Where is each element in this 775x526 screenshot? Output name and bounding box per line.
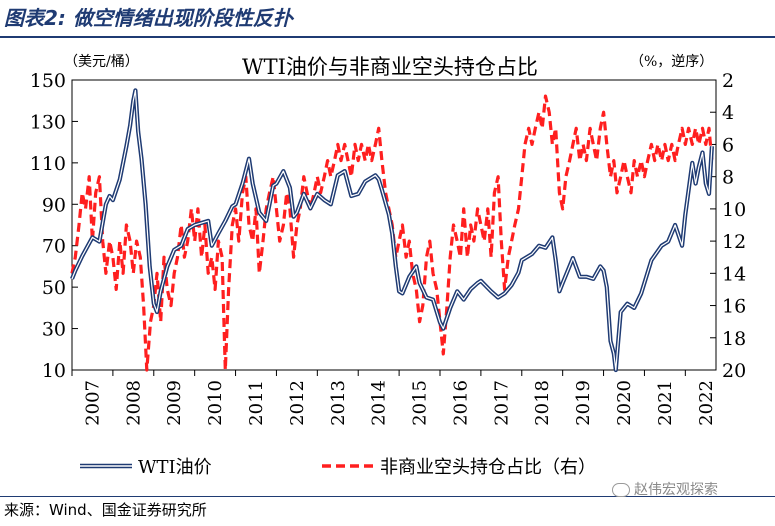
x-tick-label: 2017 xyxy=(491,380,512,426)
y-right-tick-label: 12 xyxy=(722,231,746,253)
x-tick-label: 2019 xyxy=(573,380,594,426)
y-right-tick-label: 6 xyxy=(722,134,734,156)
y-left-tick-label: 30 xyxy=(42,319,66,341)
y-right-tick-label: 16 xyxy=(722,296,746,318)
watermark: 赵伟宏观探索 xyxy=(612,482,718,498)
watermark-text: 赵伟宏观探索 xyxy=(634,482,718,498)
y-right-tick-label: 4 xyxy=(722,102,734,124)
y-right-tick-label: 20 xyxy=(722,360,746,382)
x-tick-label: 2020 xyxy=(614,380,635,426)
y-left-tick-label: 50 xyxy=(42,277,66,299)
y-left-tick-label: 130 xyxy=(30,111,66,133)
title-rule xyxy=(0,36,775,38)
y-right-tick-label: 2 xyxy=(722,70,734,92)
y-left-unit: （美元/桶） xyxy=(64,54,139,70)
y-left-tick-label: 90 xyxy=(42,194,66,216)
x-tick-label: 2014 xyxy=(369,380,390,426)
x-tick-label: 2022 xyxy=(696,380,717,426)
y-left-ticks: 10 30 50 70 90 110 130 150 xyxy=(30,70,78,382)
y-left-tick-label: 70 xyxy=(42,236,66,258)
x-tick-label: 2010 xyxy=(205,380,226,426)
wechat-icon xyxy=(612,483,630,497)
chart-title: WTI油价与非商业空头持仓占比 xyxy=(242,55,538,79)
x-tick-label: 2015 xyxy=(410,380,431,426)
legend-short-label: 非商业空头持仓占比（右） xyxy=(380,457,596,478)
y-right-unit: （%，逆序） xyxy=(630,54,713,70)
x-tick-label: 2018 xyxy=(532,380,553,426)
y-right-ticks: 2 4 6 8 10 12 14 16 18 20 xyxy=(710,70,746,382)
chart-frame xyxy=(71,79,717,371)
y-left-tick-label: 110 xyxy=(30,153,66,175)
y-left-tick-label: 150 xyxy=(30,70,66,92)
chart: WTI油价与非商业空头持仓占比 （美元/桶） （%，逆序） 10 30 50 70 90… xyxy=(30,54,746,478)
x-tick-label: 2008 xyxy=(123,380,144,426)
x-tick-label: 2013 xyxy=(328,380,349,426)
figure-title: 图表2: 做空情绪出现阶段性反扑 xyxy=(4,6,293,30)
series-wti-line-inner xyxy=(71,89,713,371)
plot-frame xyxy=(71,79,717,371)
x-ticks: 2007 2008 2009 2010 2011 2012 2013 2014 2015 2016… xyxy=(71,370,717,426)
y-right-tick-label: 14 xyxy=(722,263,746,285)
x-tick-label: 2007 xyxy=(82,380,103,426)
series-layer xyxy=(70,88,714,373)
legend: WTI油价 非商业空头持仓占比（右） xyxy=(80,457,596,478)
x-tick-label: 2009 xyxy=(164,380,185,426)
x-tick-label: 2012 xyxy=(287,380,308,426)
y-left-tick-label: 10 xyxy=(42,360,66,382)
x-tick-label: 2011 xyxy=(246,380,267,426)
x-tick-label: 2021 xyxy=(655,380,676,426)
y-right-tick-label: 18 xyxy=(722,328,746,350)
y-right-tick-label: 8 xyxy=(722,167,734,189)
source-note: 来源：Wind、国金证券研究所 xyxy=(4,501,207,519)
x-tick-label: 2016 xyxy=(450,380,471,426)
legend-wti-label: WTI油价 xyxy=(138,457,212,478)
source-rule xyxy=(0,496,775,497)
y-right-tick-label: 10 xyxy=(722,199,746,221)
